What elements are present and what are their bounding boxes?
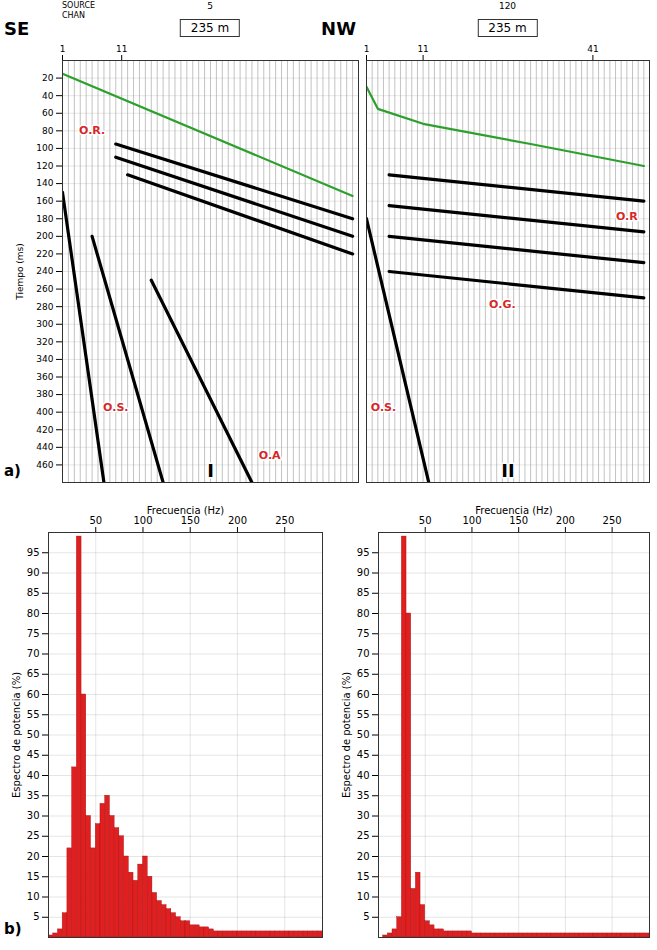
svg-text:I: I bbox=[207, 460, 214, 481]
svg-text:180: 180 bbox=[36, 214, 53, 224]
svg-text:240: 240 bbox=[36, 266, 53, 276]
svg-text:65: 65 bbox=[27, 668, 40, 679]
svg-text:20: 20 bbox=[42, 73, 54, 83]
svg-text:200: 200 bbox=[36, 231, 53, 241]
svg-text:250: 250 bbox=[603, 515, 622, 526]
html-text:SE: SE bbox=[4, 18, 30, 39]
svg-text:25: 25 bbox=[357, 830, 370, 841]
svg-text:20: 20 bbox=[357, 851, 370, 862]
svg-text:11: 11 bbox=[417, 44, 428, 54]
svg-text:II: II bbox=[501, 460, 514, 481]
svg-text:75: 75 bbox=[27, 628, 40, 639]
svg-text:20: 20 bbox=[27, 851, 40, 862]
svg-text:100: 100 bbox=[36, 143, 53, 153]
svg-text:80: 80 bbox=[27, 608, 40, 619]
html-text:a): a) bbox=[4, 462, 21, 480]
svg-text:460: 460 bbox=[36, 460, 53, 470]
svg-text:40: 40 bbox=[42, 91, 54, 101]
svg-text:Frecuencia (Hz): Frecuencia (Hz) bbox=[475, 505, 553, 516]
html-text:235 m: 235 m bbox=[488, 21, 527, 35]
svg-text:5: 5 bbox=[33, 911, 39, 922]
svg-text:15: 15 bbox=[357, 871, 370, 882]
svg-text:O.S.: O.S. bbox=[103, 401, 128, 414]
svg-text:200: 200 bbox=[556, 515, 575, 526]
svg-text:Frecuencia (Hz): Frecuencia (Hz) bbox=[147, 505, 225, 516]
svg-text:60: 60 bbox=[357, 689, 370, 700]
svg-text:90: 90 bbox=[357, 567, 370, 578]
svg-text:35: 35 bbox=[27, 790, 40, 801]
svg-text:280: 280 bbox=[36, 302, 53, 312]
svg-text:5: 5 bbox=[363, 911, 369, 922]
svg-text:Espectro de potencia (%): Espectro de potencia (%) bbox=[11, 672, 22, 798]
svg-text:30: 30 bbox=[27, 810, 40, 821]
svg-text:10: 10 bbox=[27, 891, 40, 902]
svg-text:1: 1 bbox=[60, 44, 66, 54]
svg-text:95: 95 bbox=[357, 547, 370, 558]
svg-text:40: 40 bbox=[357, 770, 370, 781]
svg-text:75: 75 bbox=[357, 628, 370, 639]
svg-text:250: 250 bbox=[275, 515, 294, 526]
svg-text:O.S.: O.S. bbox=[371, 401, 396, 414]
svg-text:O.A: O.A bbox=[259, 449, 281, 462]
svg-text:11: 11 bbox=[116, 44, 127, 54]
svg-text:120: 120 bbox=[36, 161, 53, 171]
svg-text:90: 90 bbox=[27, 567, 40, 578]
html-text:CHAN: CHAN bbox=[62, 11, 86, 20]
svg-text:70: 70 bbox=[27, 648, 40, 659]
html-text:120: 120 bbox=[498, 1, 517, 11]
svg-text:85: 85 bbox=[27, 587, 40, 598]
html-text:5: 5 bbox=[207, 1, 213, 11]
html-text:b): b) bbox=[4, 920, 22, 938]
svg-text:60: 60 bbox=[27, 689, 40, 700]
svg-text:160: 160 bbox=[36, 196, 53, 206]
svg-text:40: 40 bbox=[27, 770, 40, 781]
svg-text:50: 50 bbox=[419, 515, 432, 526]
svg-text:80: 80 bbox=[42, 126, 54, 136]
svg-text:15: 15 bbox=[27, 871, 40, 882]
svg-text:50: 50 bbox=[27, 729, 40, 740]
svg-text:260: 260 bbox=[36, 284, 53, 294]
svg-text:340: 340 bbox=[36, 354, 53, 364]
svg-text:70: 70 bbox=[357, 648, 370, 659]
svg-text:O.R.: O.R. bbox=[79, 124, 105, 137]
svg-text:80: 80 bbox=[357, 608, 370, 619]
svg-text:Tiempo (ms): Tiempo (ms) bbox=[15, 243, 25, 301]
svg-text:25: 25 bbox=[27, 830, 40, 841]
svg-text:220: 220 bbox=[36, 249, 53, 259]
svg-text:55: 55 bbox=[27, 709, 40, 720]
svg-text:100: 100 bbox=[462, 515, 481, 526]
svg-text:320: 320 bbox=[36, 337, 53, 347]
svg-text:30: 30 bbox=[357, 810, 370, 821]
html-text:SOURCE: SOURCE bbox=[62, 1, 95, 10]
svg-text:420: 420 bbox=[36, 425, 53, 435]
svg-text:140: 140 bbox=[36, 178, 53, 188]
svg-text:45: 45 bbox=[27, 749, 40, 760]
svg-text:Espectro de potencia (%): Espectro de potencia (%) bbox=[341, 672, 352, 798]
svg-text:440: 440 bbox=[36, 442, 53, 452]
svg-text:85: 85 bbox=[357, 587, 370, 598]
html-text:NW: NW bbox=[321, 18, 356, 39]
svg-text:50: 50 bbox=[357, 729, 370, 740]
svg-text:150: 150 bbox=[509, 515, 528, 526]
svg-text:10: 10 bbox=[357, 891, 370, 902]
svg-text:65: 65 bbox=[357, 668, 370, 679]
svg-text:150: 150 bbox=[181, 515, 200, 526]
svg-text:95: 95 bbox=[27, 547, 40, 558]
svg-text:41: 41 bbox=[587, 44, 598, 54]
svg-text:360: 360 bbox=[36, 372, 53, 382]
svg-text:400: 400 bbox=[36, 407, 53, 417]
svg-text:1: 1 bbox=[364, 44, 370, 54]
svg-text:200: 200 bbox=[228, 515, 247, 526]
svg-text:45: 45 bbox=[357, 749, 370, 760]
svg-text:300: 300 bbox=[36, 319, 53, 329]
svg-text:O.R: O.R bbox=[616, 210, 638, 223]
html-text:235 m: 235 m bbox=[190, 21, 230, 35]
svg-text:35: 35 bbox=[357, 790, 370, 801]
svg-text:50: 50 bbox=[89, 515, 102, 526]
svg-text:60: 60 bbox=[42, 108, 54, 118]
svg-text:100: 100 bbox=[133, 515, 152, 526]
svg-text:55: 55 bbox=[357, 709, 370, 720]
svg-text:380: 380 bbox=[36, 389, 53, 399]
svg-text:O.G.: O.G. bbox=[489, 298, 515, 311]
